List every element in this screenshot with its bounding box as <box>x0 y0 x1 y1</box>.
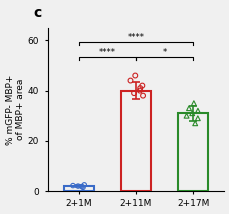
Text: c: c <box>33 6 41 20</box>
Point <box>71 184 74 187</box>
Point <box>132 91 135 95</box>
Y-axis label: % mGFP- MBP+
of MBP+ area: % mGFP- MBP+ of MBP+ area <box>5 74 25 145</box>
Point <box>80 185 83 188</box>
Text: ****: **** <box>98 48 115 57</box>
Point <box>184 114 188 117</box>
Text: ****: **** <box>127 33 144 42</box>
Point <box>133 74 136 77</box>
Point <box>140 84 144 87</box>
Bar <box>121 91 150 191</box>
Point <box>193 122 196 125</box>
Point <box>76 184 79 188</box>
Bar <box>64 186 93 191</box>
Point <box>190 111 193 115</box>
Point <box>141 94 144 97</box>
Point <box>195 117 199 120</box>
Point <box>128 79 132 82</box>
Point <box>82 183 86 187</box>
Point <box>81 186 85 189</box>
Text: *: * <box>162 48 166 57</box>
Point <box>138 86 142 90</box>
Bar <box>177 113 207 191</box>
Point <box>137 89 141 92</box>
Point <box>195 109 199 112</box>
Point <box>191 101 195 105</box>
Point <box>186 107 190 110</box>
